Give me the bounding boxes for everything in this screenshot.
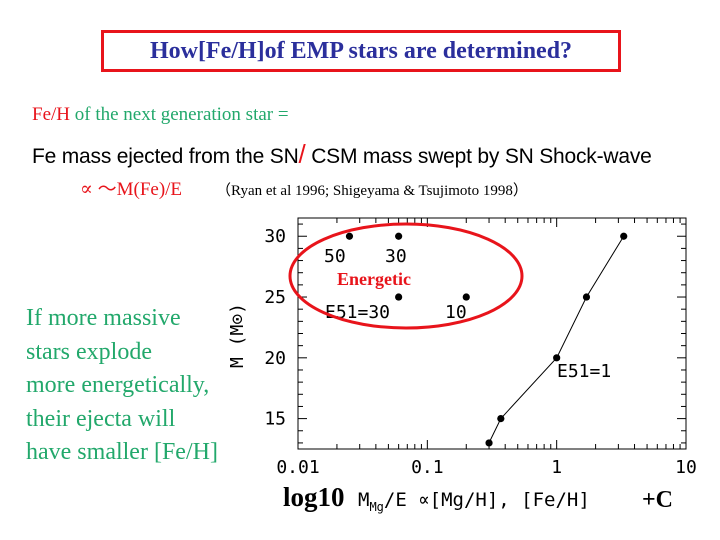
x-axis-rest: /E ∝[Mg/H], [Fe/H] (383, 489, 590, 511)
proportional-formula: ∝ ～M(Fe)/E (80, 179, 183, 200)
x-axis-subscript: Mg (369, 499, 384, 514)
annotation-e51-1: E51=1 (557, 361, 611, 382)
data-points (345, 232, 628, 447)
x-axis-plus-c: +C (642, 487, 674, 513)
x-tick-label: 10 (675, 457, 697, 478)
explanation-line: have smaller [Fe/H] (26, 439, 218, 465)
data-point (485, 439, 493, 447)
explanation-line: more energetically, (26, 372, 210, 398)
y-tick-label: 30 (264, 226, 286, 247)
data-point (345, 232, 354, 240)
ratio-numerator: Fe mass ejected from the SN (32, 145, 299, 168)
axis-ticks (297, 218, 686, 449)
explanation-text: If more massive stars explode more energ… (26, 302, 276, 470)
data-point (620, 232, 628, 240)
x-axis-log-label: log10 (283, 482, 345, 512)
explanation-line: stars explode (26, 338, 152, 365)
slide-title: How[Fe/H]of EMP stars are determined? (149, 37, 573, 64)
citation: （Ryan et al 1996; Shigeyama & Tsujimoto … (216, 183, 528, 199)
annotation-30: 30 (385, 246, 407, 267)
data-point (582, 293, 591, 301)
y-axis-label: M (M⊙) (227, 303, 248, 368)
annotation-50: 50 (324, 246, 346, 267)
x-axis-m: M (358, 489, 370, 511)
y-tick-label: 25 (264, 287, 286, 308)
definition-line: Fe/H of the next generation star = (32, 104, 289, 126)
series-lines (488, 235, 625, 444)
series-line (488, 235, 625, 444)
energetic-label: Energetic (337, 269, 411, 289)
annotation-e51-30: E51=30 (325, 302, 390, 323)
x-tick-label: 1 (551, 457, 562, 478)
x-tick-label: 0.01 (276, 457, 319, 478)
definition-rest: of the next generation star = (70, 104, 289, 125)
x-tick-label: 0.1 (411, 457, 444, 478)
explanation-line: If more massive (26, 305, 181, 331)
annotation-10: 10 (445, 302, 467, 323)
data-point (553, 354, 561, 362)
y-tick-label: 20 (264, 348, 286, 369)
data-point (395, 232, 403, 240)
ratio-line: Fe mass ejected from the SN/ CSM mass sw… (32, 139, 652, 170)
ratio-denominator: CSM mass swept by SN Shock-wave (305, 145, 652, 168)
explanation-line: their ejecta will (26, 405, 176, 432)
plot-frame (297, 217, 687, 450)
energetic-highlight-ellipse (288, 222, 524, 330)
fe-h-label: Fe/H (32, 104, 70, 125)
y-tick-labels: 15 20 25 30 (264, 226, 286, 429)
ratio-slash: / (298, 139, 306, 169)
data-point (462, 293, 470, 301)
y-tick-label: 15 (264, 409, 286, 430)
x-axis-label: MMg/E ∝[Mg/H], [Fe/H] (358, 489, 590, 514)
data-point (395, 293, 403, 301)
proportional-line: ∝ ～M(Fe)/E （Ryan et al 1996; Shigeyama & … (80, 174, 528, 201)
title-box: How[Fe/H]of EMP stars are determined? (101, 30, 621, 72)
data-point (497, 415, 505, 423)
x-tick-labels: 0.01 0.1 1 10 (276, 457, 697, 478)
